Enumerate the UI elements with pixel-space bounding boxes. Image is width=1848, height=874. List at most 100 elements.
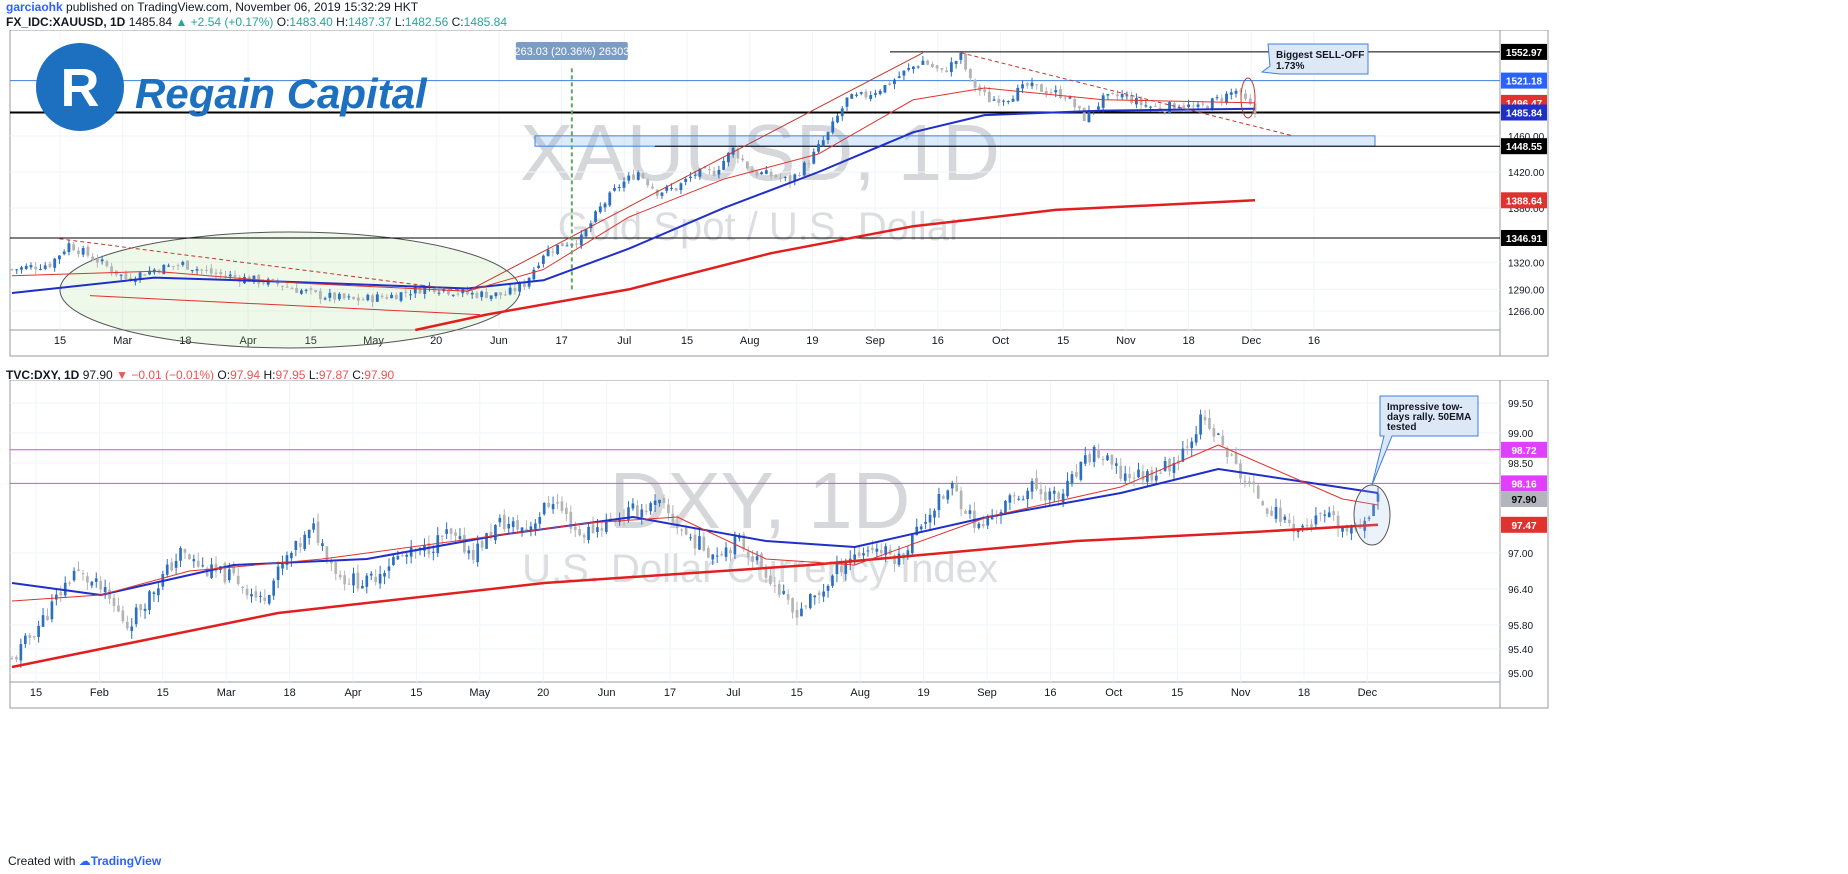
gold-price-label-bg	[1501, 43, 1547, 60]
candle-body	[954, 61, 958, 64]
candle-body	[1137, 469, 1140, 478]
support-zone	[534, 135, 1376, 147]
candle-body	[907, 67, 911, 70]
x-tick-label: Aug	[740, 335, 760, 347]
dxy-chart[interactable]: 15 Feb 15 Mar 18 Apr 15 May 20 Jun 17 Jul 15 Aug 19 Sep…	[0, 380, 1848, 710]
candle-body	[520, 527, 524, 533]
candle-body	[62, 251, 66, 255]
candle-body	[466, 290, 469, 295]
candle-body	[152, 592, 156, 595]
dxy-open: 97.94	[230, 368, 261, 382]
candle-body	[1059, 89, 1062, 98]
candle-body	[347, 296, 351, 298]
candle-body	[1191, 105, 1195, 107]
gold-symbol[interactable]: FX_IDC:XAUUSD, 1D	[6, 15, 126, 29]
x-tick-label: Sep	[865, 335, 885, 347]
candle-body	[1115, 94, 1119, 97]
candle-body	[20, 267, 23, 270]
candle-body	[1234, 452, 1238, 464]
candle-body	[807, 163, 811, 165]
candle-body	[195, 269, 199, 271]
candle-body	[110, 266, 114, 273]
gold-chart[interactable]: 15Mar18Apr15May20Jun17Jul15Aug19Sep16Oct…	[0, 30, 1848, 360]
candle-body	[565, 507, 568, 514]
regain-capital-logo: R Regain Capital	[36, 43, 428, 131]
candle-body	[897, 553, 901, 565]
candle-body	[361, 299, 365, 301]
candle-body	[1006, 101, 1010, 103]
candle-body	[622, 181, 626, 188]
candle-body	[1035, 84, 1039, 86]
candle-body	[551, 504, 555, 510]
gold-price-label-bg	[1501, 104, 1547, 121]
candle-body	[312, 523, 315, 530]
candle-body	[508, 287, 512, 295]
candle-body	[1199, 414, 1202, 435]
down-triangle-icon: ▼	[116, 368, 128, 382]
tradingview-logo-icon: ☁	[78, 854, 91, 868]
dxy-low: 97.87	[318, 368, 349, 382]
created-with-text: Created with	[8, 854, 76, 868]
candle-body	[1206, 106, 1209, 109]
x-tick-label: Nov	[1231, 687, 1251, 699]
candle-body	[1026, 490, 1029, 500]
candle-body	[959, 52, 963, 60]
candle-body	[399, 292, 403, 301]
candle-body	[1274, 506, 1278, 519]
candle-body	[1350, 527, 1353, 534]
candle-body	[366, 294, 370, 301]
candle-body	[485, 291, 488, 299]
candle-body	[613, 188, 616, 191]
candle-body	[532, 269, 536, 280]
x-tick-label: 15	[305, 335, 317, 347]
candle-body	[1044, 491, 1047, 501]
candle-body	[456, 293, 460, 295]
candle-body	[926, 60, 930, 65]
candle-body	[741, 158, 745, 161]
candle-body	[702, 536, 706, 551]
candle-body	[560, 243, 564, 247]
gold-close: 1485.84	[463, 15, 508, 29]
candle-body	[997, 99, 1001, 104]
candle-body	[859, 92, 863, 94]
candle-body	[325, 546, 329, 561]
tradingview-link[interactable]: TradingView	[90, 854, 162, 868]
x-tick-label: 18	[1298, 687, 1310, 699]
dxy-price-label: 98.72	[1511, 446, 1536, 457]
candle-body	[192, 559, 196, 562]
candle-body	[869, 95, 873, 99]
author-link[interactable]: garciaohk	[6, 0, 63, 14]
candle-body	[347, 583, 351, 585]
x-tick-label: 15	[1171, 687, 1183, 699]
x-tick-label: 15	[681, 335, 693, 347]
candle-body	[836, 115, 839, 123]
candle-body	[1210, 98, 1214, 110]
candle-body	[1336, 515, 1340, 529]
candle-body	[689, 176, 692, 179]
x-tick-label: 18	[179, 335, 191, 347]
candle-body	[219, 272, 223, 275]
dxy-symbol[interactable]: TVC:DXY, 1D	[6, 368, 80, 382]
candle-body	[423, 286, 427, 294]
candle-body	[130, 626, 134, 632]
candle-body	[139, 604, 142, 611]
rally-callout-text: Impressive tow-	[1387, 402, 1463, 413]
candle-body	[646, 179, 650, 186]
y-tick-label: 97.00	[1508, 549, 1533, 560]
candle-body	[1057, 492, 1061, 500]
candle-body	[534, 523, 537, 529]
candle-body	[977, 523, 981, 528]
candle-body	[294, 540, 298, 550]
x-tick-label: 15	[30, 687, 42, 699]
candle-body	[919, 526, 923, 530]
candle-body	[973, 79, 977, 88]
candle-body	[640, 509, 644, 518]
candle-body	[981, 524, 985, 527]
candle-body	[731, 147, 735, 155]
candle-body	[475, 292, 479, 298]
gold-c-label: C:	[451, 15, 464, 29]
candle-body	[117, 605, 120, 612]
candle-body	[1030, 481, 1034, 492]
candle-body	[143, 608, 147, 611]
candle-body	[76, 250, 80, 254]
